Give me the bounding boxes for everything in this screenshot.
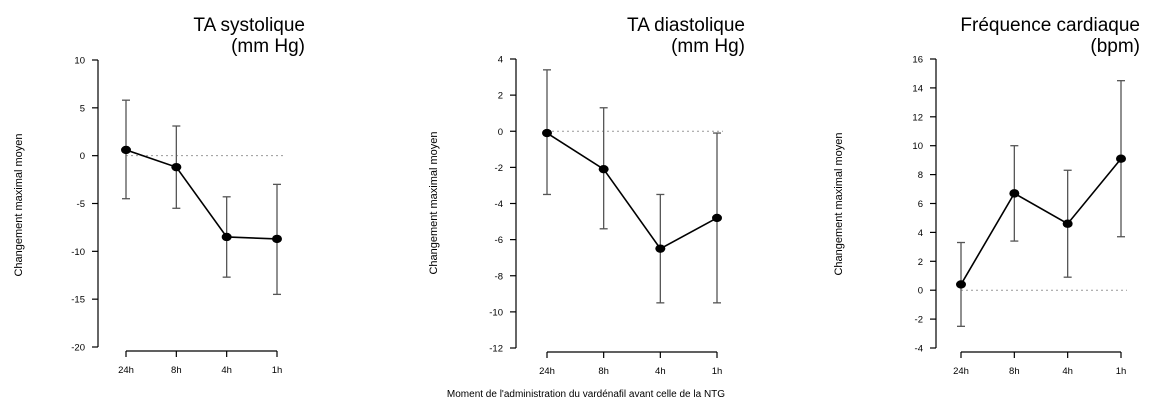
- y-tick-label: 10: [912, 141, 923, 152]
- series-line: [960, 158, 1122, 285]
- chart-panel-2: TA diastolique(mm Hg) Changement maximal …: [428, 15, 745, 377]
- chart-title-line: (mm Hg): [671, 36, 745, 57]
- data-point: [121, 145, 131, 155]
- data-point: [171, 162, 182, 172]
- y-tick-label: 0: [498, 127, 503, 138]
- x-tick-label: 8h: [1009, 366, 1020, 377]
- data-point: [221, 232, 232, 242]
- y-tick-label: -8: [495, 271, 503, 282]
- data-point: [655, 244, 666, 253]
- y-tick-label: -2: [495, 163, 503, 174]
- y-tick-label: 2: [918, 257, 923, 268]
- chart-title-line: TA diastolique: [627, 15, 745, 36]
- y-tick-label: -2: [915, 315, 923, 326]
- y-tick-label: -6: [495, 235, 503, 246]
- series-line: [546, 132, 718, 250]
- y-axis-label: Changement maximal moyen: [428, 131, 440, 274]
- y-tick-label: -10: [489, 307, 503, 318]
- y-tick-label: -4: [915, 344, 923, 355]
- data-point: [542, 128, 552, 138]
- y-tick-label: 0: [80, 151, 85, 162]
- x-tick-label: 8h: [598, 366, 609, 377]
- chart-title-line: TA systolique: [193, 15, 305, 36]
- data-point: [1062, 219, 1073, 228]
- y-tick-label: 5: [80, 103, 85, 114]
- y-tick-label: 14: [912, 83, 923, 94]
- series-line: [125, 149, 278, 240]
- y-tick-label: 16: [912, 55, 923, 66]
- x-tick-label: 24h: [118, 365, 134, 376]
- x-tick-label: 24h: [539, 366, 555, 377]
- data-point: [598, 164, 609, 174]
- x-tick-label: 1h: [712, 366, 723, 377]
- x-tick-label: 4h: [1062, 366, 1073, 377]
- data-point: [956, 280, 966, 289]
- chart-title-line: (mm Hg): [231, 36, 305, 57]
- y-tick-label: 12: [912, 112, 923, 123]
- y-tick-label: 2: [498, 91, 503, 102]
- x-tick-label: 1h: [272, 365, 283, 376]
- x-tick-label: 1h: [1116, 366, 1127, 377]
- y-tick-label: 4: [918, 228, 923, 239]
- y-tick-label: -12: [489, 344, 503, 355]
- y-tick-label: 6: [918, 199, 923, 210]
- y-tick-label: 10: [74, 56, 85, 67]
- chart-panel-3: Fréquence cardiaque(bpm) Changement maxim…: [833, 15, 1140, 377]
- y-tick-label: 0: [918, 286, 923, 297]
- figure-caption: Moment de l'administration du vardénafil…: [446, 389, 726, 400]
- y-tick-label: 4: [498, 55, 503, 66]
- y-tick-label: -20: [71, 343, 85, 354]
- x-tick-label: 24h: [953, 366, 969, 377]
- y-tick-label: -4: [495, 199, 503, 210]
- x-tick-label: 4h: [221, 365, 232, 376]
- y-tick-label: -15: [71, 295, 85, 306]
- data-point: [272, 234, 282, 244]
- y-tick-label: -5: [77, 199, 85, 210]
- y-tick-label: 8: [918, 170, 923, 181]
- x-tick-label: 4h: [655, 366, 666, 377]
- y-axis-label: Changement maximal moyen: [833, 132, 845, 275]
- y-axis-label: Changement maximal moyen: [13, 133, 25, 276]
- chart-title-line: (bpm): [1090, 36, 1140, 57]
- chart-panel-1: TA systolique(mm Hg) Changement maximal m…: [13, 15, 305, 376]
- data-point: [1009, 189, 1020, 198]
- chart-title-line: Fréquence cardiaque: [960, 15, 1140, 36]
- x-tick-label: 8h: [171, 365, 182, 376]
- y-tick-label: -10: [71, 247, 85, 258]
- data-point: [1116, 154, 1126, 163]
- data-point: [712, 213, 722, 223]
